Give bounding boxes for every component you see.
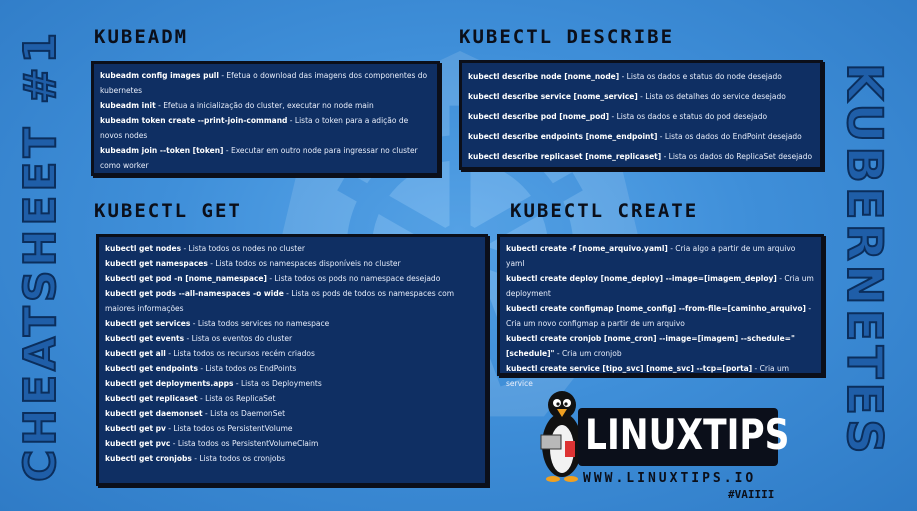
- command-description: - Cria um novo configmap a partir de um …: [506, 304, 812, 328]
- command-description: - Lista todos os namespaces disponíveis …: [207, 259, 401, 268]
- command-description: - Lista todos os pods no namespace desej…: [266, 274, 441, 283]
- create-command-row: kubectl create service [tipo_svc] [nome_…: [506, 361, 815, 391]
- command-text: kubectl describe replicaset [nome_replic…: [468, 152, 662, 161]
- command-description: - Lista os dados e status do pod desejad…: [609, 112, 768, 121]
- get-command-row: kubectl get deployments.apps - Lista os …: [105, 376, 479, 391]
- create-title: KUBECTL CREATE: [510, 200, 699, 222]
- linuxtips-logo-box: [578, 408, 778, 466]
- command-text: kubectl get pod -n [nome_namespace]: [105, 274, 267, 283]
- command-text: kubeadm join --token [token]: [100, 146, 224, 155]
- command-text: kubectl create -f [nome_arquivo.yaml]: [506, 244, 668, 253]
- get-command-row: kubectl get pvc - Lista todos os Persist…: [105, 436, 479, 451]
- command-text: kubectl get all: [105, 349, 166, 358]
- linuxtips-logo-text: LINUXTIPS: [585, 410, 790, 459]
- command-description: - Lista os dados do EndPoint desejado: [657, 132, 802, 141]
- describe-command-row: kubectl describe endpoints [nome_endpoin…: [468, 127, 814, 147]
- get-title: KUBECTL GET: [94, 200, 242, 222]
- get-command-row: kubectl get cronjobs - Lista todos os cr…: [105, 451, 479, 466]
- kubeadm-panel: kubeadm config images pull - Efetua o do…: [91, 61, 440, 176]
- command-description: - Lista todos os recursos recém criados: [165, 349, 315, 358]
- create-panel: kubectl create -f [nome_arquivo.yaml] - …: [497, 234, 824, 388]
- command-description: - Lista todos os PersistentVolume: [165, 424, 293, 433]
- get-command-row: kubectl get replicaset - Lista os Replic…: [105, 391, 479, 406]
- command-text: kubectl get pods --all-namespaces -o wid…: [105, 289, 284, 298]
- get-command-row: kubectl get namespaces - Lista todos os …: [105, 256, 479, 271]
- get-command-row: kubectl get all - Lista todos os recurso…: [105, 346, 479, 361]
- get-command-row: kubectl get nodes - Lista todos os nodes…: [105, 241, 479, 256]
- get-command-row: kubectl get events - Lista os eventos do…: [105, 331, 479, 346]
- get-command-row: kubectl get pod -n [nome_namespace] - Li…: [105, 271, 479, 286]
- command-description: - Cria um cronjob: [554, 349, 622, 358]
- command-description: - Cria um deployment: [506, 274, 814, 298]
- command-description: - Cria um service: [506, 364, 790, 388]
- command-text: kubectl get pvc: [105, 439, 171, 448]
- command-text: kubectl describe endpoints [nome_endpoin…: [468, 132, 658, 141]
- get-command-row: kubectl get endpoints - Lista todos os E…: [105, 361, 479, 376]
- command-description: - Lista os eventos do cluster: [184, 334, 293, 343]
- describe-title: KUBECTL DESCRIBE: [459, 26, 675, 48]
- get-panel: kubectl get nodes - Lista todos os nodes…: [96, 234, 488, 486]
- command-text: kubectl create configmap [nome_config] -…: [506, 304, 806, 313]
- describe-command-row: kubectl describe pod [nome_pod] - Lista …: [468, 107, 814, 127]
- command-description: - Lista os DaemonSet: [202, 409, 286, 418]
- get-command-row: kubectl get daemonset - Lista os DaemonS…: [105, 406, 479, 421]
- command-description: - Lista os dados do ReplicaSet desejado: [661, 152, 813, 161]
- get-command-row: kubectl get services - Lista todos servi…: [105, 316, 479, 331]
- create-command-row: kubectl create cronjob [nome_cron] --ima…: [506, 331, 815, 361]
- command-description: - Lista os detalhes do service desejado: [637, 92, 786, 101]
- command-description: - Lista os dados e status do node deseja…: [619, 72, 782, 81]
- command-description: - Efetua a inicialização do cluster, exe…: [155, 101, 374, 110]
- command-text: kubectl create service [tipo_svc] [nome_…: [506, 364, 753, 373]
- command-description: - Lista os pods de todos os namespaces c…: [105, 289, 455, 313]
- describe-command-row: kubectl describe node [nome_node] - List…: [468, 67, 814, 87]
- command-description: - Executar em outro node para ingressar …: [100, 146, 418, 170]
- command-text: kubectl get cronjobs: [105, 454, 192, 463]
- command-text: kubectl describe service [nome_service]: [468, 92, 638, 101]
- penguin-icon: [540, 391, 582, 482]
- linuxtips-url: WWW.LINUXTIPS.IO: [583, 471, 757, 486]
- linuxtips-tag: #VAIIII: [728, 488, 775, 501]
- get-command-row: kubectl get pods --all-namespaces -o wid…: [105, 286, 479, 316]
- command-text: kubectl create cronjob [nome_cron] --ima…: [506, 334, 795, 358]
- command-description: - Lista o token para a adição de novos n…: [100, 116, 409, 140]
- command-text: kubeadm config images pull: [100, 71, 219, 80]
- command-description: - Lista todos os nodes no cluster: [181, 244, 305, 253]
- create-command-row: kubectl create -f [nome_arquivo.yaml] - …: [506, 241, 815, 271]
- command-description: - Efetua o download das imagens dos comp…: [100, 71, 428, 95]
- command-description: - Lista todos os EndPoints: [197, 364, 297, 373]
- command-text: kubectl create deploy [nome_deploy] --im…: [506, 274, 777, 283]
- command-description: - Lista os Deployments: [233, 379, 322, 388]
- command-text: kubectl get namespaces: [105, 259, 208, 268]
- command-text: kubeadm token create --print-join-comman…: [100, 116, 288, 125]
- create-command-row: kubectl create configmap [nome_config] -…: [506, 301, 815, 331]
- command-description: - Lista todos os PersistentVolumeClaim: [170, 439, 319, 448]
- kubeadm-title: KUBEADM: [94, 26, 189, 48]
- command-text: kubectl get replicaset: [105, 394, 198, 403]
- command-text: kubectl get nodes: [105, 244, 182, 253]
- command-text: kubectl get services: [105, 319, 191, 328]
- command-text: kubectl get events: [105, 334, 185, 343]
- command-description: - Lista todos os cronjobs: [191, 454, 286, 463]
- describe-command-row: kubectl describe replicaset [nome_replic…: [468, 147, 814, 167]
- command-text: kubectl describe node [nome_node]: [468, 72, 620, 81]
- command-description: - Lista os ReplicaSet: [197, 394, 276, 403]
- command-description: - Cria algo a partir de um arquivo yaml: [506, 244, 796, 268]
- command-text: kubeadm init: [100, 101, 156, 110]
- command-text: kubectl get pv: [105, 424, 166, 433]
- get-command-row: kubectl get pv - Lista todos os Persiste…: [105, 421, 479, 436]
- command-text: kubectl describe pod [nome_pod]: [468, 112, 610, 121]
- command-text: kubectl get daemonset: [105, 409, 203, 418]
- describe-command-row: kubectl describe service [nome_service] …: [468, 87, 814, 107]
- kubeadm-command-row: kubeadm init - Efetua a inicialização do…: [100, 98, 431, 113]
- command-text: kubectl get deployments.apps: [105, 379, 234, 388]
- kubeadm-command-row: kubeadm join --token [token] - Executar …: [100, 143, 431, 173]
- describe-panel: kubectl describe node [nome_node] - List…: [459, 60, 823, 170]
- command-text: kubectl get endpoints: [105, 364, 198, 373]
- kubeadm-command-row: kubeadm token create --print-join-comman…: [100, 113, 431, 143]
- kubernetes-side-title: KUBERNETES: [835, 62, 893, 459]
- kubeadm-command-row: kubeadm config images pull - Efetua o do…: [100, 68, 431, 98]
- create-command-row: kubectl create deploy [nome_deploy] --im…: [506, 271, 815, 301]
- cheatsheet-side-title: CHEATSHEET #1: [14, 27, 67, 482]
- command-description: - Lista todos services no namespace: [190, 319, 330, 328]
